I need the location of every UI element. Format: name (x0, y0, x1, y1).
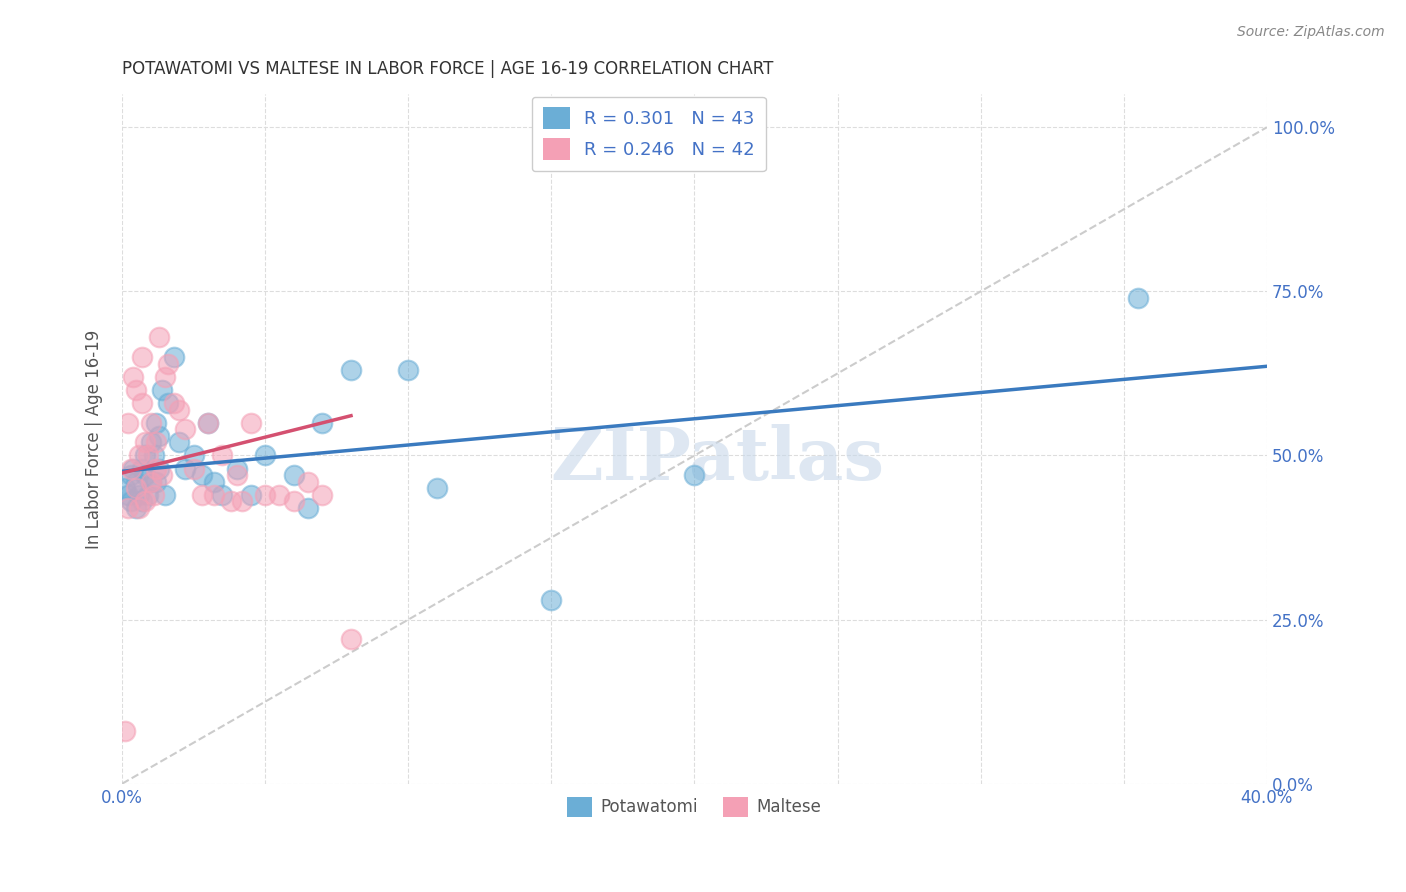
Y-axis label: In Labor Force | Age 16-19: In Labor Force | Age 16-19 (86, 329, 103, 549)
Point (145, 475, 167, 489)
Text: POTAWATOMI VS MALTESE IN LABOR FORCE | AGE 16-19 CORRELATION CHART: POTAWATOMI VS MALTESE IN LABOR FORCE | A… (122, 60, 773, 78)
Point (122, 369, 145, 384)
Point (540, 120, 562, 135)
Point (114, 724, 136, 739)
Point (148, 429, 170, 443)
Point (225, 461, 247, 475)
Point (120, 461, 142, 475)
Point (117, 416, 139, 430)
Point (340, 363, 363, 377)
Point (153, 488, 176, 502)
Point (131, 461, 153, 475)
Point (125, 475, 148, 489)
Legend: Potawatomi, Maltese: Potawatomi, Maltese (561, 790, 828, 823)
Point (174, 422, 197, 436)
Point (114, 481, 136, 495)
Point (183, 461, 205, 475)
Point (125, 481, 148, 495)
Point (297, 501, 319, 516)
Point (117, 488, 139, 502)
Point (142, 449, 165, 463)
Point (169, 435, 191, 450)
Point (1126, 291, 1149, 305)
Point (122, 461, 145, 475)
Point (139, 475, 162, 489)
Point (148, 330, 170, 344)
Point (134, 435, 156, 450)
Point (120, 468, 142, 483)
Point (254, 449, 277, 463)
Point (311, 416, 333, 430)
Point (283, 494, 305, 508)
Point (145, 461, 167, 475)
Point (197, 416, 219, 430)
Point (131, 396, 153, 410)
Point (142, 488, 165, 502)
Point (191, 468, 214, 483)
Point (174, 461, 197, 475)
Point (153, 369, 176, 384)
Point (297, 475, 319, 489)
Point (125, 383, 148, 397)
Point (156, 396, 179, 410)
Point (254, 488, 277, 502)
Point (311, 488, 333, 502)
Point (150, 468, 173, 483)
Point (136, 449, 159, 463)
Point (202, 475, 225, 489)
Point (340, 632, 363, 647)
Point (183, 449, 205, 463)
Point (134, 494, 156, 508)
Point (128, 449, 150, 463)
Point (117, 501, 139, 516)
Point (396, 363, 419, 377)
Point (131, 494, 153, 508)
Point (169, 402, 191, 417)
Point (239, 488, 262, 502)
Point (125, 501, 148, 516)
Point (197, 416, 219, 430)
Point (426, 481, 449, 495)
Point (128, 501, 150, 516)
Point (683, 468, 706, 483)
Point (134, 449, 156, 463)
Point (134, 468, 156, 483)
Point (202, 488, 225, 502)
Point (191, 488, 214, 502)
Text: Source: ZipAtlas.com: Source: ZipAtlas.com (1237, 25, 1385, 39)
Point (120, 494, 142, 508)
Point (269, 488, 291, 502)
Point (211, 488, 233, 502)
Point (239, 416, 262, 430)
Point (162, 350, 184, 364)
Point (150, 383, 173, 397)
Point (540, 593, 562, 607)
Point (283, 468, 305, 483)
Point (145, 435, 167, 450)
Text: ZIPatlas: ZIPatlas (550, 425, 884, 495)
Point (139, 416, 162, 430)
Point (219, 494, 242, 508)
Point (148, 461, 170, 475)
Point (139, 435, 162, 450)
Point (211, 449, 233, 463)
Point (231, 494, 253, 508)
Point (162, 396, 184, 410)
Point (225, 468, 247, 483)
Point (131, 350, 153, 364)
Point (128, 488, 150, 502)
Point (136, 488, 159, 502)
Point (156, 357, 179, 371)
Point (145, 416, 167, 430)
Point (139, 475, 162, 489)
